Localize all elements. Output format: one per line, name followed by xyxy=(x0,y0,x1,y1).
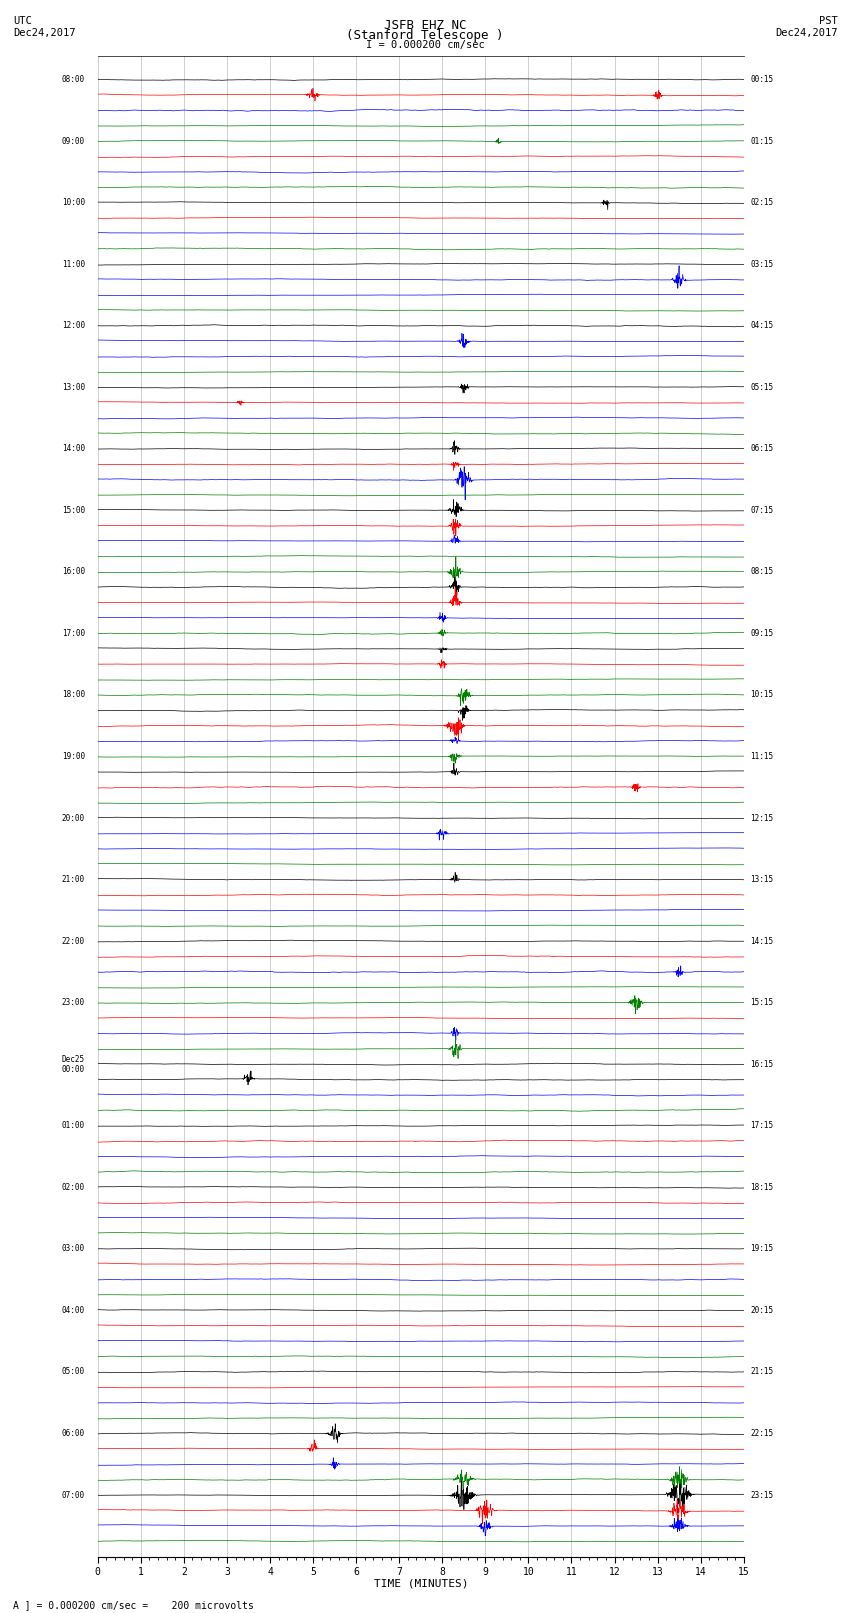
Text: A ] = 0.000200 cm/sec =    200 microvolts: A ] = 0.000200 cm/sec = 200 microvolts xyxy=(13,1600,253,1610)
Text: 01:15: 01:15 xyxy=(751,137,774,145)
Text: 19:15: 19:15 xyxy=(751,1244,774,1253)
Text: 09:00: 09:00 xyxy=(62,137,85,145)
Text: 15:00: 15:00 xyxy=(62,506,85,515)
Text: 06:15: 06:15 xyxy=(751,444,774,453)
Text: 18:15: 18:15 xyxy=(751,1182,774,1192)
Text: 02:00: 02:00 xyxy=(62,1182,85,1192)
Text: 23:15: 23:15 xyxy=(751,1490,774,1500)
Text: 12:00: 12:00 xyxy=(62,321,85,331)
Text: 21:15: 21:15 xyxy=(751,1368,774,1376)
Text: 09:15: 09:15 xyxy=(751,629,774,637)
Text: 15:15: 15:15 xyxy=(751,998,774,1007)
Text: 11:00: 11:00 xyxy=(62,260,85,269)
Text: 21:00: 21:00 xyxy=(62,876,85,884)
Text: 16:15: 16:15 xyxy=(751,1060,774,1069)
Text: 13:15: 13:15 xyxy=(751,876,774,884)
Text: 08:00: 08:00 xyxy=(62,76,85,84)
Text: 23:00: 23:00 xyxy=(62,998,85,1007)
Text: 04:15: 04:15 xyxy=(751,321,774,331)
Text: 10:00: 10:00 xyxy=(62,198,85,206)
Text: 20:15: 20:15 xyxy=(751,1307,774,1315)
Text: 05:00: 05:00 xyxy=(62,1368,85,1376)
Text: UTC
Dec24,2017: UTC Dec24,2017 xyxy=(13,16,76,37)
Text: 03:00: 03:00 xyxy=(62,1244,85,1253)
Text: 17:15: 17:15 xyxy=(751,1121,774,1131)
Text: JSFB EHZ NC: JSFB EHZ NC xyxy=(383,19,467,32)
Text: 03:15: 03:15 xyxy=(751,260,774,269)
Text: 12:15: 12:15 xyxy=(751,813,774,823)
Text: 14:00: 14:00 xyxy=(62,444,85,453)
Text: 14:15: 14:15 xyxy=(751,937,774,945)
Text: 07:00: 07:00 xyxy=(62,1490,85,1500)
Text: Dec25
00:00: Dec25 00:00 xyxy=(62,1055,85,1074)
Text: 02:15: 02:15 xyxy=(751,198,774,206)
Text: PST
Dec24,2017: PST Dec24,2017 xyxy=(774,16,837,37)
Text: 07:15: 07:15 xyxy=(751,506,774,515)
Text: 22:00: 22:00 xyxy=(62,937,85,945)
Text: 04:00: 04:00 xyxy=(62,1307,85,1315)
Text: 17:00: 17:00 xyxy=(62,629,85,637)
X-axis label: TIME (MINUTES): TIME (MINUTES) xyxy=(373,1579,468,1589)
Text: 01:00: 01:00 xyxy=(62,1121,85,1131)
Text: 13:00: 13:00 xyxy=(62,382,85,392)
Text: 16:00: 16:00 xyxy=(62,568,85,576)
Text: 08:15: 08:15 xyxy=(751,568,774,576)
Text: (Stanford Telescope ): (Stanford Telescope ) xyxy=(346,29,504,42)
Text: 19:00: 19:00 xyxy=(62,752,85,761)
Text: 18:00: 18:00 xyxy=(62,690,85,700)
Text: 06:00: 06:00 xyxy=(62,1429,85,1437)
Text: 22:15: 22:15 xyxy=(751,1429,774,1437)
Text: I = 0.000200 cm/sec: I = 0.000200 cm/sec xyxy=(366,40,484,50)
Text: 20:00: 20:00 xyxy=(62,813,85,823)
Text: 05:15: 05:15 xyxy=(751,382,774,392)
Text: 10:15: 10:15 xyxy=(751,690,774,700)
Text: 11:15: 11:15 xyxy=(751,752,774,761)
Text: 00:15: 00:15 xyxy=(751,76,774,84)
